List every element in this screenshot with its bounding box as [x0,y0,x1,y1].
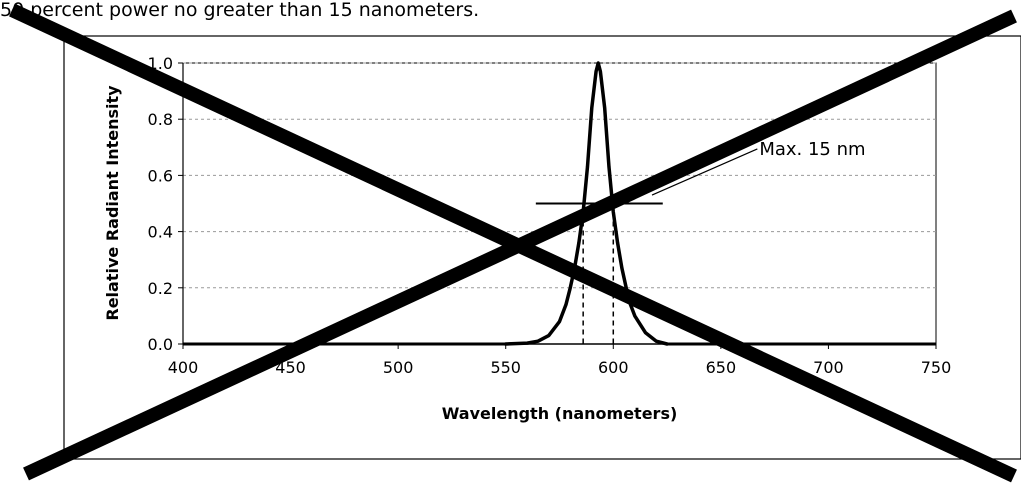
y-axis-title: Relative Radiant Intensity [103,85,122,321]
x-tick-label-3: 550 [490,358,521,377]
cross-line-2 [23,9,1017,481]
figure-outer-border [63,35,1021,460]
x-tick-label-7: 750 [921,358,952,377]
fwhm-annotation-text: Max. 15 nm [759,139,865,160]
y-tick-label-4: 0.8 [148,110,173,129]
top-caption-text: 50 percent power no greater than 15 nano… [0,0,479,21]
x-tick-label-1: 450 [275,358,306,377]
tick-labels: 0.0 0.2 0.4 0.6 0.8 1.0 400 450 500 550 600 650 700 7… [148,54,952,377]
y-tick-label-0: 0.0 [148,335,173,354]
y-tick-label-5: 1.0 [148,54,173,73]
y-tick-label-2: 0.4 [148,223,173,242]
x-tick-label-2: 500 [383,358,414,377]
x-axis-title: Wavelength (nanometers) [442,404,678,423]
x-tick-label-6: 700 [813,358,844,377]
grid-lines [183,62,936,289]
x-tick-label-5: 650 [706,358,737,377]
y-tick-label-3: 0.6 [148,166,173,185]
x-tick-label-4: 600 [598,358,629,377]
y-tick-label-1: 0.2 [148,279,173,298]
annotation-pointer-line [651,148,758,196]
fwhm-annotation: Max. 15 nm [651,139,866,196]
x-tick-label-0: 400 [168,358,199,377]
cross-out-marks [9,3,1017,483]
